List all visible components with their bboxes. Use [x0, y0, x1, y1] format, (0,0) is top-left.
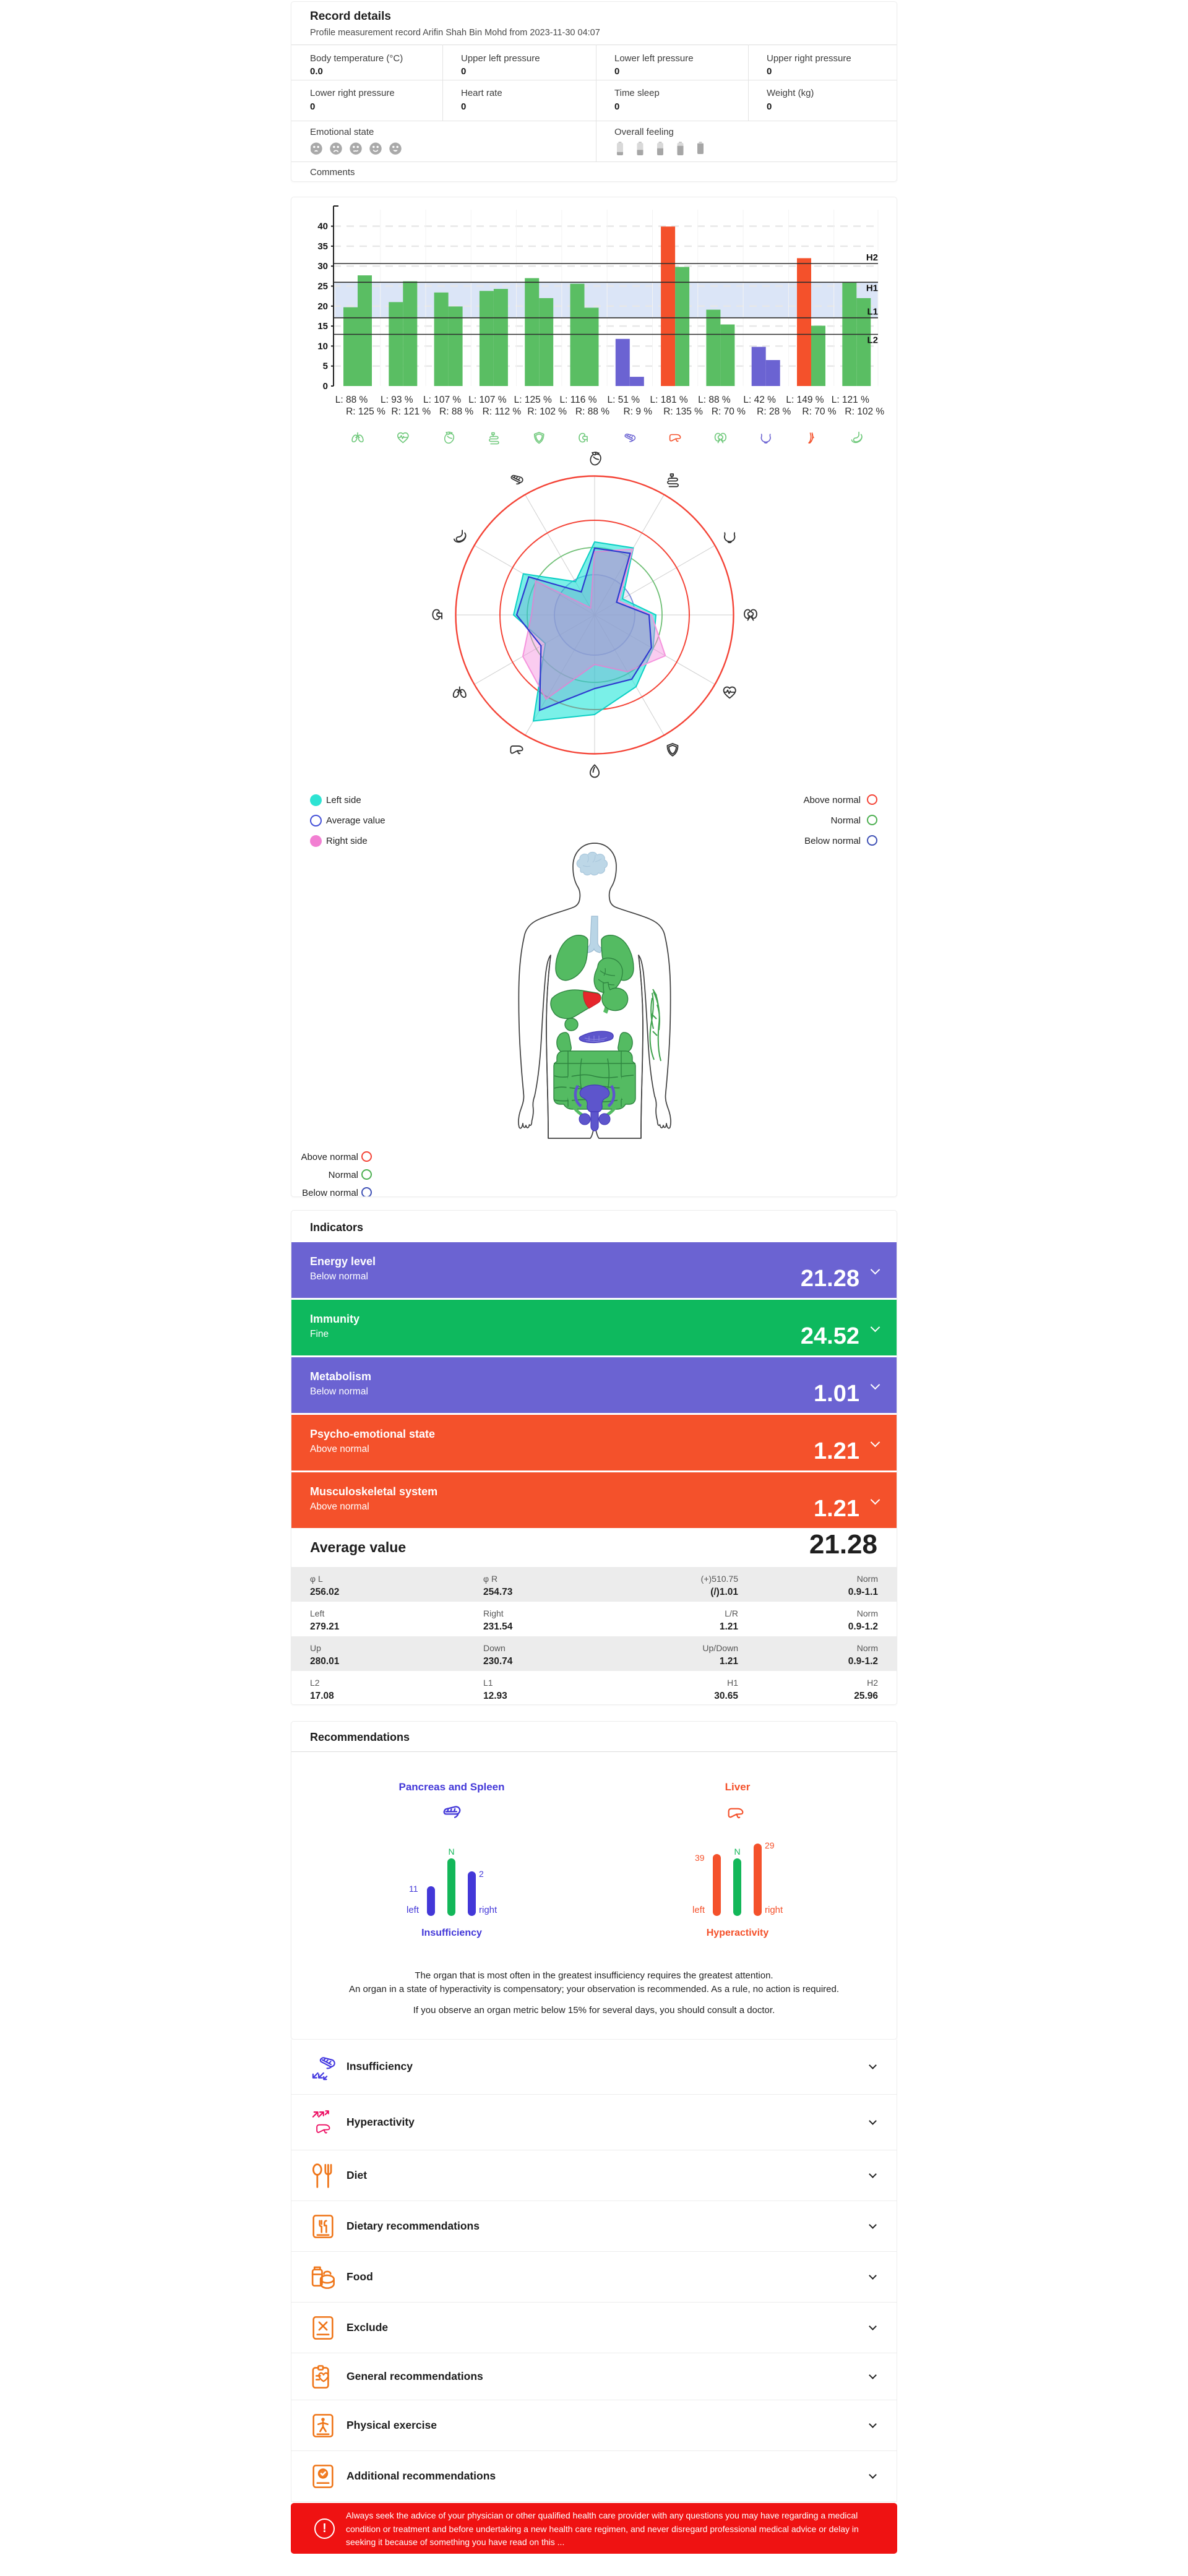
- svg-text:R: 102 %: R: 102 %: [845, 406, 884, 417]
- svg-text:H1: H1: [866, 283, 878, 293]
- svg-text:L: 88 %: L: 88 %: [335, 395, 368, 405]
- svg-text:40: 40: [317, 221, 328, 232]
- svg-text:R: 102 %: R: 102 %: [527, 406, 567, 417]
- svg-text:5: 5: [323, 361, 328, 372]
- svg-text:L1: L1: [867, 307, 878, 317]
- svg-text:L: 116 %: L: 116 %: [559, 395, 596, 405]
- svg-text:H2: H2: [866, 252, 878, 263]
- svg-text:L2: L2: [867, 335, 878, 346]
- svg-text:10: 10: [317, 341, 328, 351]
- svg-text:R: 135 %: R: 135 %: [663, 406, 703, 417]
- svg-text:R: 121 %: R: 121 %: [391, 406, 431, 417]
- svg-text:R: 125 %: R: 125 %: [346, 406, 385, 417]
- svg-text:20: 20: [317, 301, 328, 312]
- svg-text:R: 112 %: R: 112 %: [483, 406, 522, 417]
- svg-text:15: 15: [317, 321, 328, 332]
- svg-text:R: 88 %: R: 88 %: [439, 406, 473, 417]
- svg-text:L: 125 %: L: 125 %: [514, 395, 552, 405]
- svg-text:L: 107 %: L: 107 %: [423, 395, 461, 405]
- svg-text:R: 70 %: R: 70 %: [712, 406, 746, 417]
- svg-text:L: 121 %: L: 121 %: [832, 395, 869, 405]
- svg-text:30: 30: [317, 261, 328, 272]
- svg-text:R: 9 %: R: 9 %: [624, 406, 653, 417]
- svg-text:L: 149 %: L: 149 %: [786, 395, 824, 405]
- svg-text:L: 42 %: L: 42 %: [743, 395, 776, 405]
- svg-text:R: 28 %: R: 28 %: [757, 406, 791, 417]
- svg-text:L: 93 %: L: 93 %: [381, 395, 413, 405]
- svg-text:0: 0: [323, 381, 328, 392]
- svg-text:L: 107 %: L: 107 %: [468, 395, 506, 405]
- svg-text:25: 25: [317, 281, 328, 292]
- svg-text:35: 35: [317, 241, 328, 252]
- svg-text:L: 51 %: L: 51 %: [608, 395, 640, 405]
- svg-text:L: 181 %: L: 181 %: [650, 395, 688, 405]
- svg-text:L: 88 %: L: 88 %: [698, 395, 731, 405]
- svg-text:R: 88 %: R: 88 %: [575, 406, 609, 417]
- svg-text:R: 70 %: R: 70 %: [802, 406, 836, 417]
